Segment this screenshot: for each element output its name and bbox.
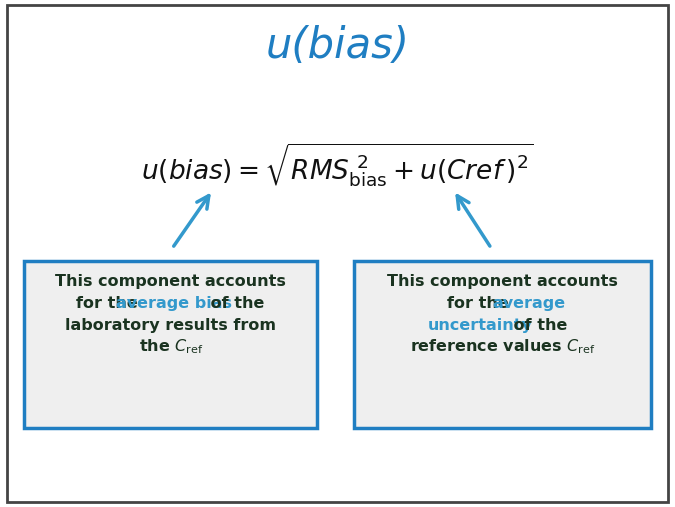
Text: $u(bias) = \sqrt{RMS_{\mathrm{bias}}^{\ 2} + u(Cref\,)^{2}}$: $u(bias) = \sqrt{RMS_{\mathrm{bias}}^{\ … xyxy=(141,141,534,189)
Text: laboratory results from: laboratory results from xyxy=(65,318,276,333)
Text: for the: for the xyxy=(447,296,514,311)
FancyBboxPatch shape xyxy=(7,5,668,502)
Text: reference values $C_{\rm ref}$: reference values $C_{\rm ref}$ xyxy=(410,338,595,356)
FancyBboxPatch shape xyxy=(354,261,651,428)
Text: the $C_{\rm ref}$: the $C_{\rm ref}$ xyxy=(138,338,203,356)
Text: This component accounts: This component accounts xyxy=(387,274,618,289)
Text: for the: for the xyxy=(76,296,144,311)
Text: u(bias): u(bias) xyxy=(265,25,410,66)
Text: of the: of the xyxy=(508,318,568,333)
Text: average: average xyxy=(492,296,565,311)
Text: average bias: average bias xyxy=(116,296,232,311)
Text: of the: of the xyxy=(205,296,265,311)
Text: uncertainty: uncertainty xyxy=(428,318,533,333)
FancyBboxPatch shape xyxy=(24,261,317,428)
Text: This component accounts: This component accounts xyxy=(55,274,286,289)
